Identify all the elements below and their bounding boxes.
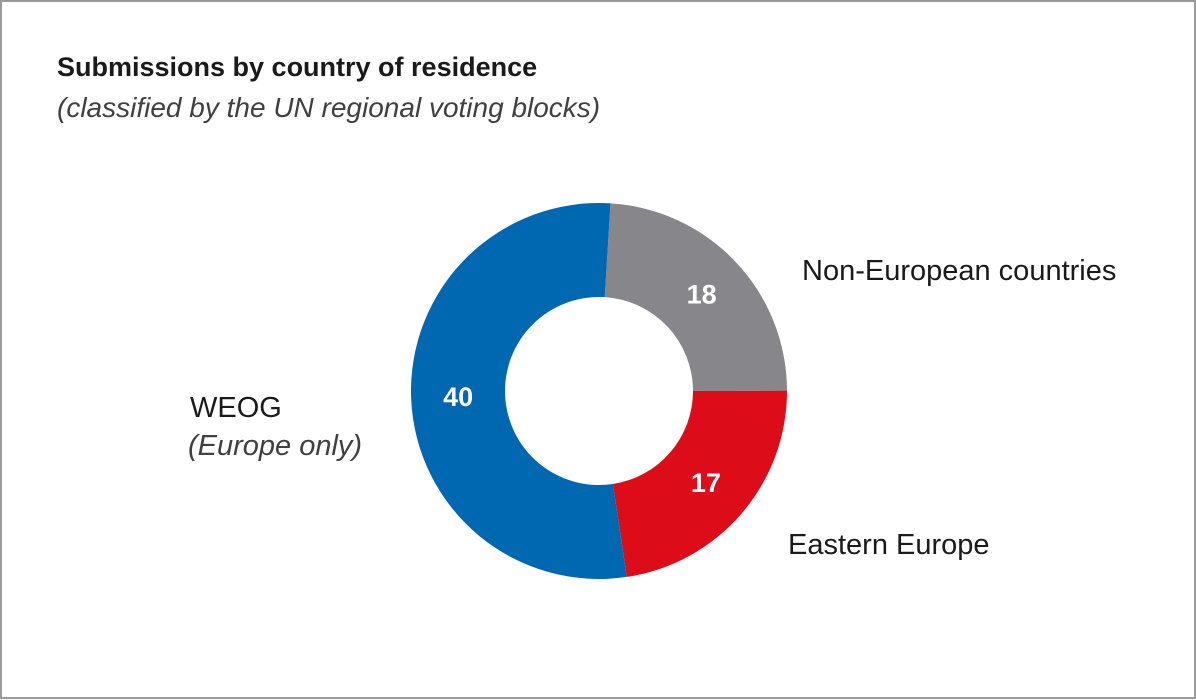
slice-label-non-european: Non-European countries (802, 255, 1116, 287)
donut-slices (410, 203, 787, 580)
chart-subtitle: (classified by the UN regional voting bl… (57, 92, 601, 123)
slice-values: 18 17 40 (443, 279, 721, 498)
donut-slice-non-european-countries (604, 203, 787, 391)
slice-labels: Non-European countries Eastern Europe WE… (188, 255, 1116, 561)
slice-label-weog: WEOG (190, 392, 282, 424)
donut-slice-weog (410, 203, 627, 580)
slice-label-eastern-europe: Eastern Europe (788, 529, 990, 561)
slice-value-weog: 40 (443, 382, 473, 412)
chart-title: Submissions by country of residence (57, 52, 538, 82)
slice-value-non-european-countries: 18 (687, 279, 717, 309)
donut-slice-eastern-europe (612, 390, 787, 577)
slice-sublabel-weog: (Europe only) (188, 430, 362, 462)
slice-value-eastern-europe: 17 (691, 468, 721, 498)
